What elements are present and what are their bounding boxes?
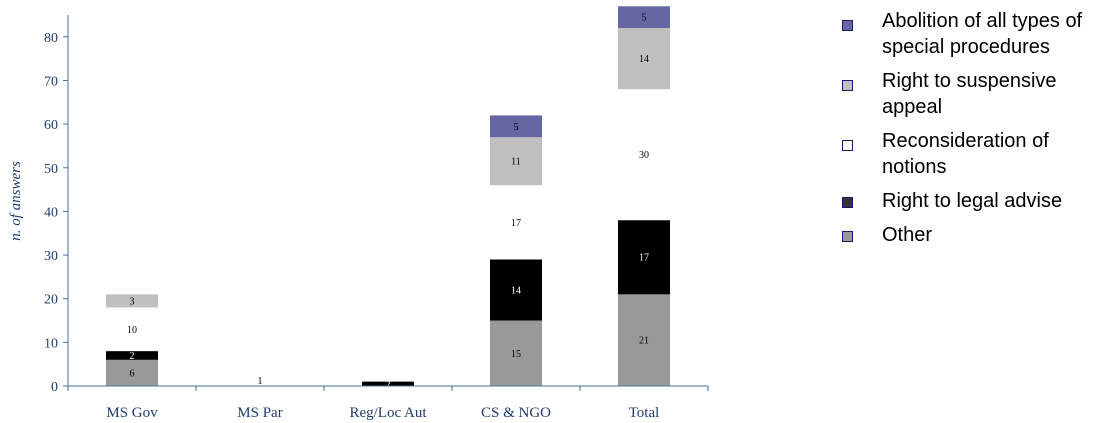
data-label: 30 (639, 150, 649, 161)
legend-item-legal-advise: Right to legal advise (838, 188, 1116, 214)
x-tick-label: Reg/Loc Aut (349, 405, 427, 421)
data-label: 11 (511, 157, 521, 168)
data-label: 3 (130, 296, 135, 307)
y-tick-label: 30 (44, 249, 58, 264)
bar-segment (618, 28, 670, 90)
y-tick-label: 20 (44, 293, 58, 308)
data-label: 1 (258, 376, 263, 387)
bar-segment (106, 359, 158, 386)
data-label: 21 (639, 336, 649, 347)
bar-segment (106, 307, 158, 352)
legend: Abolition of all types of special proced… (838, 8, 1116, 256)
legend-swatch-icon (842, 140, 853, 151)
bar-segment (490, 320, 542, 386)
x-tick-label: Total (629, 405, 660, 421)
data-label: 14 (511, 285, 521, 296)
bar-segment (490, 115, 542, 138)
data-label: 10 (127, 325, 137, 336)
y-tick-label: 80 (44, 31, 58, 46)
bar-segment (618, 6, 670, 29)
y-tick-label: 40 (44, 205, 58, 220)
y-tick-label: 50 (44, 162, 58, 177)
legend-swatch-icon (842, 80, 853, 91)
data-label: 2 (386, 379, 391, 390)
bar-segment (362, 381, 414, 386)
data-label: 15 (511, 349, 521, 360)
legend-label: Reconsideration of notions (882, 130, 1049, 178)
legend-swatch-icon (842, 197, 853, 208)
y-axis-title: n. of answers (8, 161, 24, 241)
data-label: 17 (639, 253, 649, 264)
bar-segment (490, 137, 542, 186)
y-tick-label: 10 (44, 336, 58, 351)
legend-label: Other (882, 224, 933, 246)
bar-segment (106, 294, 158, 308)
data-label: 2 (130, 351, 135, 362)
data-label: 17 (511, 218, 521, 229)
data-label: 5 (642, 13, 647, 24)
y-tick-label: 60 (44, 118, 58, 133)
legend-item-other: Other (838, 222, 1116, 248)
legend-label: Right to legal advise (882, 190, 1063, 212)
y-tick-label: 70 (44, 74, 58, 89)
x-tick-label: CS & NGO (481, 405, 551, 421)
bar-segment (490, 259, 542, 321)
legend-label: Abolition of all types of special proced… (882, 10, 1083, 58)
bar-segment (618, 294, 670, 386)
bar-segment (490, 185, 542, 260)
bar-segment (618, 220, 670, 295)
x-tick-label: MS Gov (106, 405, 158, 421)
stacked-bar-chart: 6 2 10 3 1 2 15 14 17 11 5 21 17 30 14 5 0 10 20 30 40 50 60 7… (8, 6, 709, 421)
legend-swatch-icon (842, 231, 853, 242)
data-label: 5 (514, 122, 519, 133)
x-tick-label: MS Par (237, 405, 282, 421)
legend-swatch-icon (842, 20, 853, 31)
legend-item-reconsideration: Reconsideration of notions (838, 128, 1116, 180)
legend-item-suspensive-appeal: Right to suspensive appeal (838, 68, 1116, 120)
legend-label: Right to suspensive appeal (882, 70, 1057, 118)
legend-item-abolition: Abolition of all types of special proced… (838, 8, 1116, 60)
data-label: 6 (130, 368, 135, 379)
data-label: 14 (639, 54, 649, 65)
bar-segment (106, 351, 158, 360)
y-tick-label: 0 (51, 380, 58, 395)
bar-segment (618, 89, 670, 221)
